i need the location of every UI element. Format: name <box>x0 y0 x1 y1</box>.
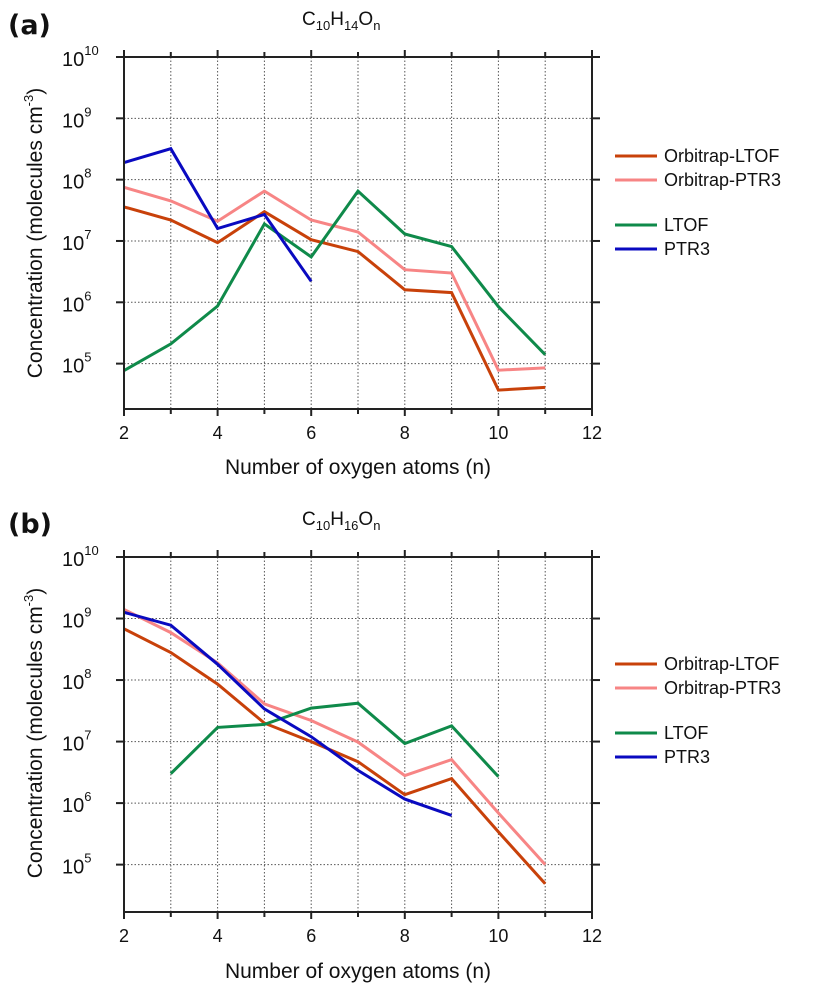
y-axis-label: Concentration (molecules cm-3) <box>21 88 47 379</box>
y-tick-label: 1010 <box>62 43 99 71</box>
x-tick-label: 10 <box>488 926 508 946</box>
series-line-orbitrap-ltof <box>123 205 546 392</box>
legend-label: Orbitrap-PTR3 <box>664 678 781 698</box>
legend-item: LTOF <box>615 215 708 235</box>
panel-a: (a) C10H14On 2 4 6 8 10 12 101010910810710610… <box>8 9 781 479</box>
y-tick-labels: 1010 109 108 107 106 105 <box>62 543 99 879</box>
panel-label: (b) <box>8 509 52 540</box>
series-line-ltof <box>123 188 547 372</box>
y-tick-label: 109 <box>62 104 91 132</box>
axes-frame <box>116 50 600 416</box>
series-group <box>123 608 547 885</box>
legend-label: LTOF <box>664 723 708 743</box>
series-line-orbitrap-ptr3 <box>123 608 547 866</box>
x-tick-label: 4 <box>213 926 223 946</box>
y-tick-label: 105 <box>62 350 91 378</box>
y-tick-label: 107 <box>62 728 91 756</box>
y-axis-label: Concentration (molecules cm-3) <box>21 588 47 879</box>
x-tick-label: 8 <box>400 926 410 946</box>
y-tick-label: 109 <box>62 605 91 633</box>
y-tick-label: 106 <box>62 288 91 316</box>
chart-title: C10H14On <box>302 9 380 33</box>
panel-b: (b) C10H16On 2 4 6 8 10 12 101010910810710610… <box>8 509 781 983</box>
y-tick-label: 108 <box>62 166 91 194</box>
y-tick-label: 108 <box>62 666 91 694</box>
y-tick-label: 106 <box>62 789 91 817</box>
x-tick-label: 12 <box>582 926 602 946</box>
legend-item: Orbitrap-PTR3 <box>615 170 781 190</box>
x-tick-label: 6 <box>306 423 316 443</box>
x-tick-label: 4 <box>213 423 223 443</box>
series-line-ptr3 <box>123 610 453 817</box>
x-tick-label: 2 <box>119 423 129 443</box>
panel-label: (a) <box>8 10 51 41</box>
x-tick-labels: 2 4 6 8 10 12 <box>119 423 602 443</box>
series-line-ltof <box>169 701 500 778</box>
legend-item: Orbitrap-PTR3 <box>615 678 781 698</box>
y-tick-label: 105 <box>62 851 91 879</box>
legend-item: PTR3 <box>615 747 710 767</box>
x-tick-label: 10 <box>488 423 508 443</box>
x-tick-label: 6 <box>306 926 316 946</box>
legend-label: PTR3 <box>664 747 710 767</box>
y-tick-labels: 1010 109 108 107 106 105 <box>62 43 99 378</box>
legend-label: Orbitrap-LTOF <box>664 654 779 674</box>
x-tick-label: 2 <box>119 926 129 946</box>
legend-label: Orbitrap-PTR3 <box>664 170 781 190</box>
legend-label: PTR3 <box>664 239 710 259</box>
y-tick-label: 1010 <box>62 543 99 571</box>
x-tick-labels: 2 4 6 8 10 12 <box>119 926 602 946</box>
x-axis-label: Number of oxygen atoms (n) <box>225 960 491 983</box>
series-group <box>123 146 547 392</box>
legend: Orbitrap-LTOF Orbitrap-PTR3 LTOF PTR3 <box>615 654 781 767</box>
x-tick-label: 8 <box>400 423 410 443</box>
y-tick-label: 107 <box>62 227 91 255</box>
series-line-orbitrap-ltof <box>123 627 547 885</box>
series-line-orbitrap-ptr3 <box>123 185 546 372</box>
x-tick-label: 12 <box>582 423 602 443</box>
axes-frame <box>116 550 600 919</box>
legend: Orbitrap-LTOF Orbitrap-PTR3 LTOF PTR3 <box>615 146 781 259</box>
legend-item: LTOF <box>615 723 708 743</box>
x-axis-label: Number of oxygen atoms (n) <box>225 456 491 479</box>
legend-item: Orbitrap-LTOF <box>615 146 779 166</box>
legend-item: Orbitrap-LTOF <box>615 654 779 674</box>
series-line-ptr3 <box>123 146 313 283</box>
legend-item: PTR3 <box>615 239 710 259</box>
legend-label: LTOF <box>664 215 708 235</box>
chart-title: C10H16On <box>302 509 380 533</box>
legend-label: Orbitrap-LTOF <box>664 146 779 166</box>
